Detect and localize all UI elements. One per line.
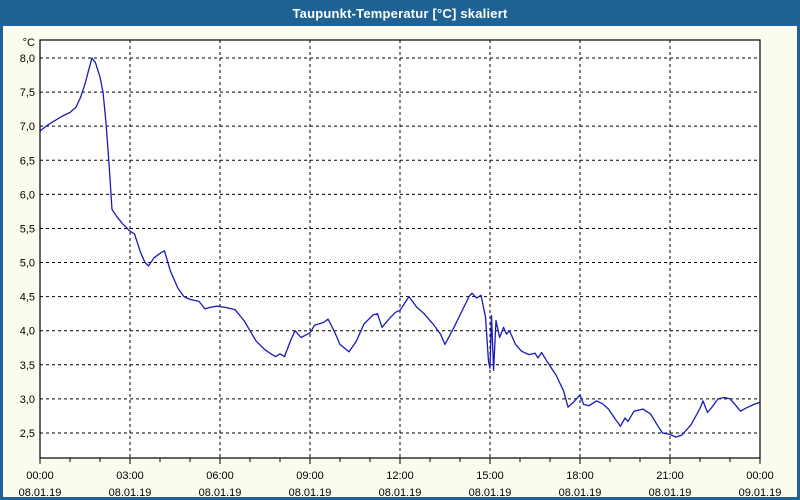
x-tick-date-label: 09.01.19 <box>739 487 782 497</box>
y-tick-label: 8,0 <box>20 53 35 65</box>
y-tick-label: 3,5 <box>20 360 35 372</box>
y-axis-unit-label: °C <box>23 37 35 49</box>
x-tick-date-label: 08.01.19 <box>289 487 332 497</box>
y-tick-label: 7,5 <box>20 87 35 99</box>
x-tick-time-label: 18:00 <box>566 470 594 482</box>
x-tick-date-label: 08.01.19 <box>649 487 692 497</box>
y-tick-label: 3,0 <box>20 394 35 406</box>
x-tick-time-label: 03:00 <box>116 470 144 482</box>
x-tick-date-label: 08.01.19 <box>19 487 62 497</box>
dewpoint-line-chart: 8,0 7,5 7,0 6,5 6,0 5,5 5,0 4,5 4,0 3,5 3,0 2,5 00:0… <box>19 37 782 499</box>
x-tick-date-label: 08.01.19 <box>109 487 152 497</box>
x-tick-time-label: 12:00 <box>386 470 414 482</box>
x-tick-date-label: 08.01.19 <box>199 487 242 497</box>
y-tick-label: 4,5 <box>20 292 35 304</box>
x-tick-date-label: 08.01.19 <box>559 487 602 497</box>
y-tick-label: 4,0 <box>20 326 35 338</box>
x-tick-time-label: 21:00 <box>656 470 684 482</box>
y-tick-label: 5,5 <box>20 223 35 235</box>
y-tick-label: 6,0 <box>20 189 35 201</box>
y-tick-label: 2,5 <box>20 428 35 440</box>
y-tick-label: 6,5 <box>20 155 35 167</box>
plot-border <box>39 39 761 459</box>
window-title: Taupunkt-Temperatur [°C] skaliert <box>292 5 508 21</box>
y-tick-label: 7,0 <box>20 121 35 133</box>
y-tick-label: 5,0 <box>20 258 35 270</box>
x-tick-date-label: 08.01.19 <box>379 487 422 497</box>
x-tick-time-label: 15:00 <box>476 470 504 482</box>
chart-client-area: 8,0 7,5 7,0 6,5 6,0 5,5 5,0 4,5 4,0 3,5 3,0 2,5 00:0… <box>3 26 797 499</box>
x-tick-date-label: 08.01.19 <box>469 487 512 497</box>
x-tick-time-label: 06:00 <box>206 470 234 482</box>
x-tick-time-label: 00:00 <box>746 470 774 482</box>
x-tick-time-label: 09:00 <box>296 470 324 482</box>
x-tick-time-label: 00:00 <box>26 470 54 482</box>
temperature-line <box>39 57 761 438</box>
window-titlebar: Taupunkt-Temperatur [°C] skaliert <box>0 0 800 26</box>
